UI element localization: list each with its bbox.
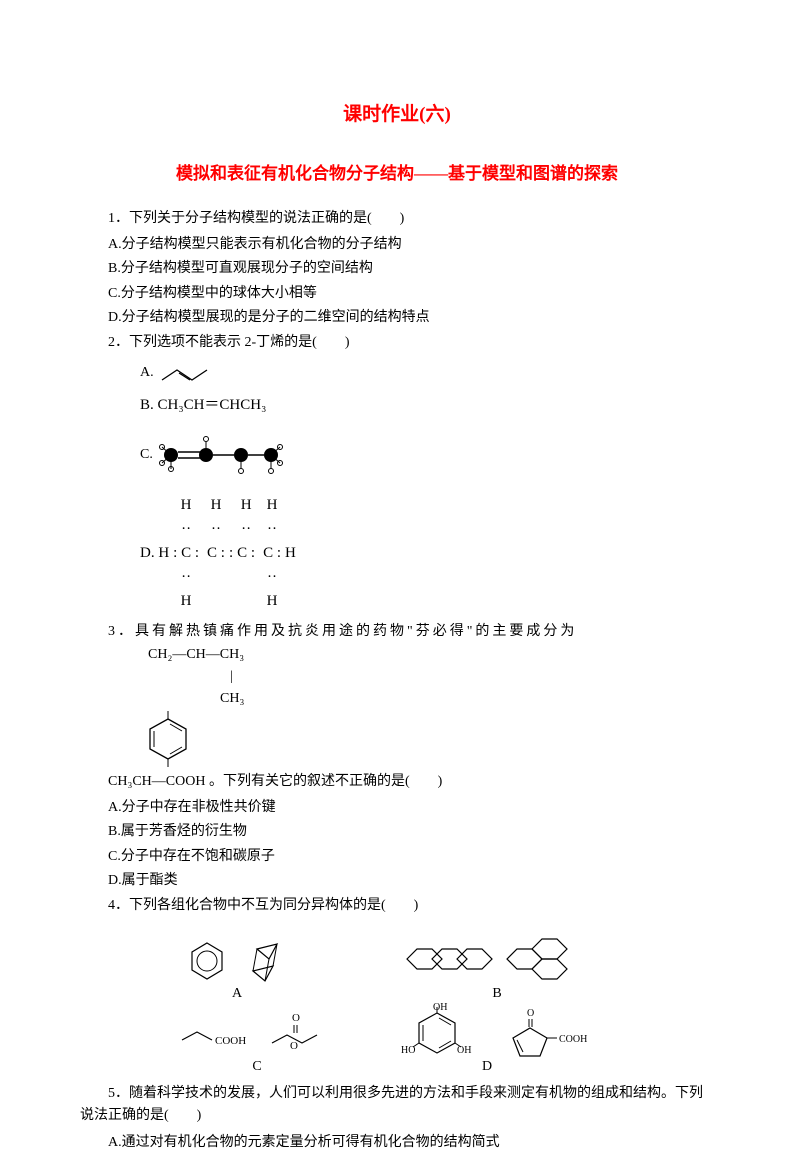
svg-text:OH: OH — [457, 1045, 471, 1056]
ball-stick-model-icon — [156, 425, 286, 485]
q4-label-d: D — [482, 1059, 492, 1074]
q3-block: 3．具有解热镇痛作用及抗炎用途的药物"芬必得"的主要成分为 CH₂—CH—CH₃… — [80, 621, 714, 793]
q5-stem: 5．随着科学技术的发展，人们可以利用很多先进的方法和手段来测定有机物的组成和结构… — [80, 1083, 714, 1128]
q4-label-a: A — [232, 986, 243, 1001]
q1-option-d: D.分子结构模型展现的是分子的二维空间的结构特点 — [80, 307, 714, 329]
svg-text:O: O — [292, 1012, 300, 1024]
q2-c-label: C. — [140, 444, 153, 466]
q2-stem: 2．下列选项不能表示 2-丁烯的是( ) — [80, 332, 714, 354]
q2-option-a: A. — [140, 362, 714, 385]
q3-option-a: A.分子中存在非极性共价键 — [80, 797, 714, 819]
q2-option-b: B. CH₃CH＝CHCH₃ — [140, 393, 714, 417]
q4-label-b: B — [492, 986, 501, 1001]
q4-figures: A B COOH O O C — [80, 925, 714, 1075]
q4-diagrams: A B COOH O O C — [147, 925, 647, 1075]
q3-option-c: C.分子中存在不饱和碳原子 — [80, 846, 714, 868]
lewis-structure: H H H H ·· ·· ·· ·· D. H : C : C :: C : … — [140, 493, 296, 613]
q1-option-c: C.分子结构模型中的球体大小相等 — [80, 283, 714, 305]
svg-text:OH: OH — [433, 1002, 447, 1013]
q2-b-label: B. CH₃CH＝CHCH₃ — [140, 397, 266, 413]
svg-text:O: O — [527, 1008, 534, 1019]
q3-formula-top: CH₂—CH—CH₃ | CH₃ — [148, 644, 714, 711]
q2-option-c: C. — [140, 425, 714, 485]
q3-formula-bottom: CH₃CH—COOH 。下列有关它的叙述不正确的是( ) — [108, 771, 714, 793]
q1-stem: 1．下列关于分子结构模型的说法正确的是( ) — [80, 208, 714, 230]
q4-stem: 4．下列各组化合物中不互为同分异构体的是( ) — [80, 895, 714, 917]
line-structure-icon — [157, 362, 217, 384]
q1-option-b: B.分子结构模型可直观展现分子的空间结构 — [80, 258, 714, 280]
q3-option-b: B.属于芳香烃的衍生物 — [80, 821, 714, 843]
q3-stem-line1: 3．具有解热镇痛作用及抗炎用途的药物"芬必得"的主要成分为 — [80, 621, 714, 643]
q2-option-d: H H H H ·· ·· ·· ·· D. H : C : C :: C : … — [140, 493, 714, 613]
q1-option-a: A.分子结构模型只能表示有机化合物的分子结构 — [80, 234, 714, 256]
q2-a-label: A. — [140, 362, 154, 384]
page-title: 课时作业(六) — [80, 100, 714, 130]
svg-text:COOH: COOH — [559, 1034, 587, 1045]
page-subtitle: 模拟和表征有机化合物分子结构——基于模型和图谱的探索 — [80, 160, 714, 187]
q3-tail: 。下列有关它的叙述不正确的是( ) — [209, 774, 442, 789]
svg-text:COOH: COOH — [215, 1035, 246, 1047]
q5-option-a: A.通过对有机化合物的元素定量分析可得有机化合物的结构简式 — [80, 1132, 714, 1154]
benzene-ring-icon — [108, 711, 308, 771]
q4-label-c: C — [252, 1059, 261, 1074]
q3-option-d: D.属于酯类 — [80, 870, 714, 892]
svg-text:O: O — [290, 1040, 298, 1052]
